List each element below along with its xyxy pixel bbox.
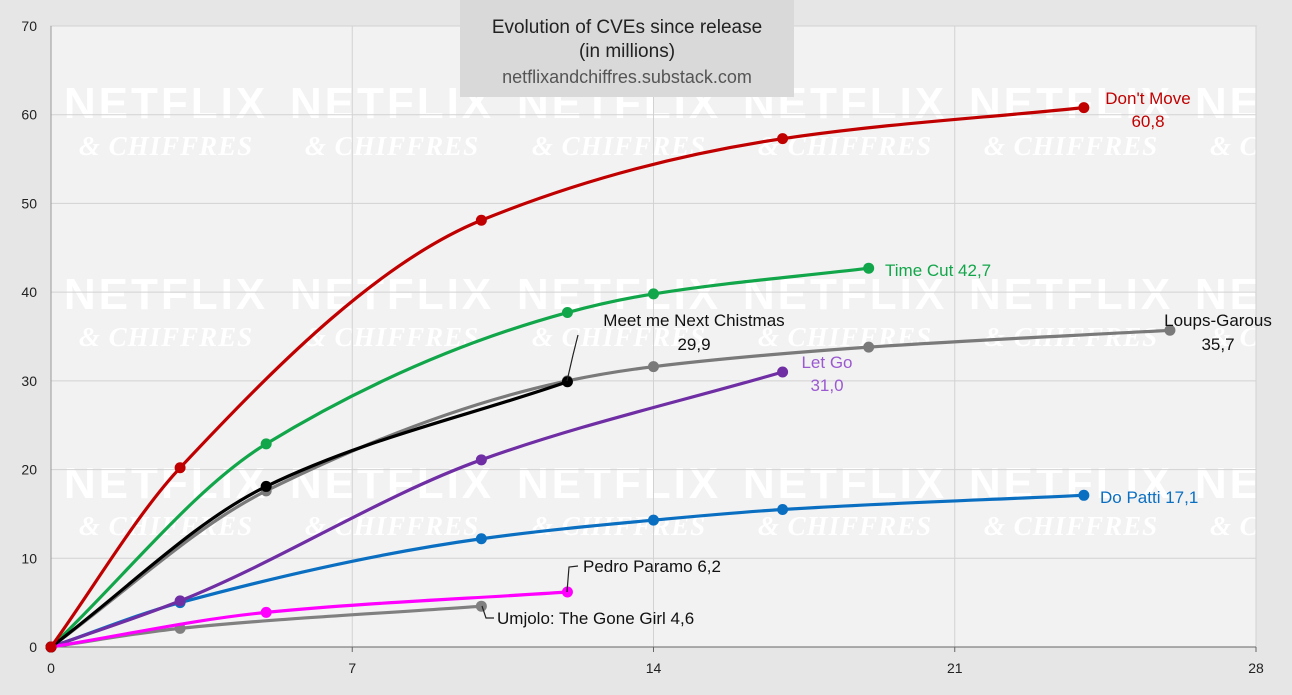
leader-line bbox=[481, 605, 494, 619]
data-point-don-t-move bbox=[174, 462, 186, 474]
data-point-loups-garous bbox=[1164, 324, 1176, 336]
series-line-let-go bbox=[49, 370, 785, 649]
x-tick-label: 14 bbox=[646, 660, 662, 676]
y-tick-label: 50 bbox=[21, 195, 37, 211]
y-tick-label: 10 bbox=[21, 550, 37, 566]
watermark-text: NETFLIX bbox=[1195, 79, 1292, 128]
watermark-text: & CHIFFRES bbox=[305, 511, 479, 541]
data-point-loups-garous bbox=[863, 341, 875, 353]
leader-line bbox=[566, 565, 579, 593]
data-point-time-cut bbox=[561, 307, 573, 319]
chart-subtitle: (in millions) bbox=[579, 41, 675, 62]
watermark-text: & CHIFFRES bbox=[758, 511, 932, 541]
y-tick-label: 60 bbox=[21, 107, 37, 123]
data-point-meet-me-next-chistmas bbox=[561, 376, 573, 388]
y-tick-label: 0 bbox=[29, 639, 37, 655]
data-point-pedro-paramo bbox=[260, 606, 272, 618]
chart-title: Evolution of CVEs since release bbox=[492, 17, 762, 38]
data-point-do-patti bbox=[1078, 489, 1090, 501]
x-tick-label: 21 bbox=[947, 660, 963, 676]
watermark-text: & CHIFFRES bbox=[984, 131, 1158, 161]
series-label: Let Go bbox=[801, 353, 852, 372]
x-tick-label: 0 bbox=[47, 660, 55, 676]
series-labels: Don't Move 60,8 Time Cut 42,7 Loups-Garous 3… bbox=[481, 89, 1272, 628]
watermark-text: & CHIFFRES bbox=[984, 511, 1158, 541]
watermark-text: NETFLIX bbox=[517, 459, 721, 508]
leader-line bbox=[566, 334, 579, 382]
watermark-text: NETFLIX bbox=[64, 270, 268, 319]
series-value-label: 60,8 bbox=[1131, 112, 1164, 131]
y-tick-label: 20 bbox=[21, 462, 37, 478]
series-label: Loups-Garous bbox=[1164, 311, 1272, 330]
y-tick-label: 70 bbox=[21, 18, 37, 34]
series-value-label: 29,9 bbox=[677, 335, 710, 354]
y-tick-label: 40 bbox=[21, 284, 37, 300]
watermark-text: & CHIFFRES bbox=[79, 131, 253, 161]
watermark-text: & CHIFFRES bbox=[79, 511, 253, 541]
data-point-umjolo-the-gone-girl bbox=[475, 600, 487, 612]
chart-source: netflixandchiffres.substack.com bbox=[502, 67, 752, 87]
data-point-time-cut bbox=[863, 262, 875, 274]
axes: 0 10 20 30 40 50 60 70 0 7 14 21 28 bbox=[21, 18, 1264, 676]
series-line-pedro-paramo bbox=[49, 590, 570, 649]
series-label: Meet me Next Chistmas bbox=[603, 311, 784, 330]
series-label: Time Cut 42,7 bbox=[885, 261, 991, 280]
x-tick-label: 28 bbox=[1248, 660, 1264, 676]
series-layer bbox=[45, 102, 1176, 653]
series-line-time-cut bbox=[49, 266, 871, 649]
data-point-time-cut bbox=[648, 288, 659, 300]
watermark-text: NETFLIX bbox=[1195, 270, 1292, 319]
data-point-meet-me-next-chistmas bbox=[260, 480, 272, 492]
data-point-don-t-move bbox=[45, 641, 57, 653]
watermark-text: & CHIFFRES bbox=[532, 131, 706, 161]
watermark-text: NETFLIX bbox=[969, 270, 1173, 319]
series-label: Pedro Paramo 6,2 bbox=[583, 557, 721, 576]
watermark-text: NETFLIX bbox=[290, 270, 494, 319]
series-label: Do Patti 17,1 bbox=[1100, 488, 1198, 507]
watermark-text: & CHIFFRES bbox=[758, 322, 932, 352]
watermark-text: & CHIFFRES bbox=[1210, 511, 1292, 541]
data-point-do-patti bbox=[777, 503, 789, 515]
watermark-text: & CHIFFRES bbox=[305, 322, 479, 352]
data-point-do-patti bbox=[475, 533, 487, 545]
watermark-text: NETFLIX bbox=[290, 79, 494, 128]
data-point-do-patti bbox=[648, 514, 659, 526]
data-point-let-go bbox=[174, 595, 186, 607]
series-label: Umjolo: The Gone Girl 4,6 bbox=[497, 609, 694, 628]
series-value-label: 35,7 bbox=[1201, 335, 1234, 354]
watermark-text: & CHIFFRES bbox=[532, 511, 706, 541]
data-point-let-go bbox=[475, 454, 487, 466]
data-point-loups-garous bbox=[648, 361, 659, 373]
watermark-text: NETFLIX bbox=[743, 459, 947, 508]
series-label: Don't Move bbox=[1105, 89, 1190, 108]
watermark-text: NETFLIX bbox=[969, 79, 1173, 128]
watermark-text: NETFLIX bbox=[1195, 459, 1292, 508]
series-line-loups-garous bbox=[49, 328, 1172, 649]
y-tick-label: 30 bbox=[21, 373, 37, 389]
watermark-text: NETFLIX bbox=[64, 79, 268, 128]
title-box: Evolution of CVEs since release (in mill… bbox=[460, 0, 794, 97]
data-point-let-go bbox=[777, 366, 789, 378]
gridlines bbox=[51, 25, 1257, 647]
title-background bbox=[460, 0, 794, 97]
data-point-don-t-move bbox=[777, 133, 789, 145]
watermark-text: & CHIFFRES bbox=[79, 322, 253, 352]
x-tick-label: 7 bbox=[348, 660, 356, 676]
data-point-don-t-move bbox=[1078, 102, 1090, 114]
watermark-text: & CHIFFRES bbox=[1210, 131, 1292, 161]
watermark-text: NETFLIX bbox=[517, 270, 721, 319]
data-point-time-cut bbox=[260, 438, 272, 450]
watermark-text: & CHIFFRES bbox=[1210, 322, 1292, 352]
data-point-don-t-move bbox=[475, 214, 487, 226]
watermark-text: & CHIFFRES bbox=[532, 322, 706, 352]
watermark-text: & CHIFFRES bbox=[305, 131, 479, 161]
series-value-label: 31,0 bbox=[810, 376, 843, 395]
